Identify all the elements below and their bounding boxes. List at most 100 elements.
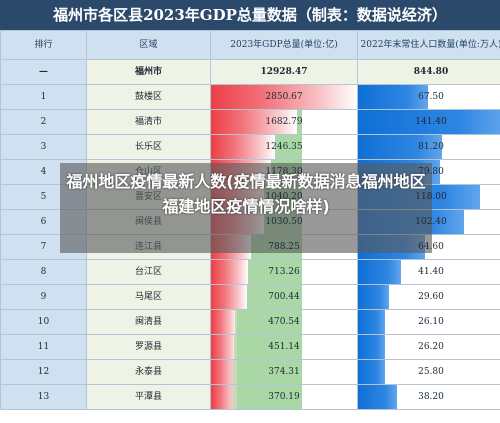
gdp-cell: 374.31: [210, 359, 358, 385]
gdp-value: 788.25: [268, 242, 300, 252]
gdp-value: 2850.67: [265, 92, 303, 102]
rank-header: 排行: [0, 30, 87, 60]
gdp-cell: 700.44: [210, 284, 358, 310]
rank-cell: 3: [0, 134, 87, 160]
gdp-value: 451.14: [268, 342, 300, 352]
gdp-cell: 1682.79: [210, 109, 358, 135]
gdp-bar: [211, 85, 357, 109]
population-bar: [358, 385, 397, 409]
gdp-bar-bg: [297, 110, 302, 134]
gdp-cell: 370.19: [210, 384, 358, 410]
area-cell: 长乐区: [86, 134, 211, 160]
table-row: 11 罗源县 451.14 26.20: [0, 334, 500, 360]
population-cell: 29.60: [357, 284, 500, 310]
table-row: 12 永泰县 374.31 25.80: [0, 359, 500, 385]
gdp-header: 2023年GDP总量(单位:亿): [210, 30, 358, 60]
table-title: 福州市各区县2023年GDP总量数据（制表：数据说经济）: [0, 0, 500, 30]
population-cell: 25.80: [357, 359, 500, 385]
gdp-value: 1246.35: [265, 142, 303, 152]
rank-cell: 10: [0, 309, 87, 335]
rank-cell: —: [0, 59, 87, 85]
table-row: 9 马尾区 700.44 29.60: [0, 284, 500, 310]
population-value: 79.80: [418, 167, 444, 177]
population-value: 25.80: [418, 367, 444, 377]
gdp-value: 374.31: [268, 367, 300, 377]
gdp-value: 1040.20: [265, 192, 303, 202]
population-value: 141.40: [415, 117, 447, 127]
gdp-bar-bg: [235, 310, 302, 334]
area-cell: 台江区: [86, 259, 211, 285]
gdp-cell: 12928.47: [210, 59, 358, 85]
rank-cell: 12: [0, 359, 87, 385]
gdp-value: 370.19: [268, 392, 300, 402]
area-cell: 永泰县: [86, 359, 211, 385]
population-value: 102.40: [415, 217, 447, 227]
gdp-bar: [211, 335, 237, 359]
population-cell: 67.50: [357, 84, 500, 110]
area-cell: 马尾区: [86, 284, 211, 310]
area-cell: 平潭县: [86, 384, 211, 410]
population-value: 844.80: [413, 67, 449, 77]
gdp-bar-bg: [230, 360, 302, 384]
population-value: 81.20: [418, 142, 444, 152]
area-cell: 福州市: [86, 59, 211, 85]
gdp-cell: 2850.67: [210, 84, 358, 110]
gdp-value: 470.54: [268, 317, 300, 327]
rank-cell: 8: [0, 259, 87, 285]
table-header-row: 排行 区域 2023年GDP总量(单位:亿) 2022年末常住人口数量(单位:万…: [0, 30, 500, 60]
table-row: 8 台江区 713.26 41.40: [0, 259, 500, 285]
area-cell: 罗源县: [86, 334, 211, 360]
gdp-cell: 1246.35: [210, 134, 358, 160]
area-header: 区域: [86, 30, 211, 60]
gdp-bar: [211, 110, 297, 134]
gdp-cell: 451.14: [210, 334, 358, 360]
population-cell: 844.80: [357, 59, 500, 85]
table-row: 2 福清市 1682.79 141.40: [0, 109, 500, 135]
population-cell: 81.20: [357, 134, 500, 160]
population-bar: [358, 310, 385, 334]
gdp-bar: [211, 135, 275, 159]
gdp-bar-bg: [248, 260, 302, 284]
area-cell: 鼓楼区: [86, 84, 211, 110]
population-bar: [358, 110, 500, 134]
gdp-value: 713.26: [268, 267, 300, 277]
population-value: 67.50: [418, 92, 444, 102]
population-value: 29.60: [418, 292, 444, 302]
gdp-bar: [211, 360, 237, 384]
population-value: 38.20: [418, 392, 444, 402]
gdp-value: 1682.79: [265, 117, 303, 127]
gdp-value: 12928.47: [260, 67, 308, 77]
gdp-bar: [211, 260, 248, 284]
population-bar: [358, 285, 389, 309]
population-bar: [358, 360, 385, 384]
gdp-bar-bg: [230, 385, 302, 409]
population-bar: [358, 260, 401, 284]
table-row: 10 闽清县 470.54 26.10: [0, 309, 500, 335]
table-row: 13 平潭县 370.19 38.20: [0, 384, 500, 410]
population-bar: [358, 135, 442, 159]
gdp-value: 1030.50: [265, 217, 303, 227]
watermark-overlay: 福州地区疫情最新人数(疫情最新数据消息福州地区福建地区疫情情况啥样): [60, 163, 432, 253]
gdp-bar: [211, 385, 237, 409]
gdp-bar-bg: [234, 335, 302, 359]
gdp-bar-bg: [275, 135, 302, 159]
gdp-bar: [211, 285, 247, 309]
area-cell: 闽清县: [86, 309, 211, 335]
population-value: 26.20: [418, 342, 444, 352]
rank-cell: 9: [0, 284, 87, 310]
population-cell: 26.10: [357, 309, 500, 335]
rank-cell: 11: [0, 334, 87, 360]
population-value: 26.10: [418, 317, 444, 327]
population-cell: 38.20: [357, 384, 500, 410]
gdp-cell: 470.54: [210, 309, 358, 335]
rank-cell: 2: [0, 109, 87, 135]
population-cell: 141.40: [357, 109, 500, 135]
population-header: 2022年末常住人口数量(单位:万人): [357, 30, 500, 60]
rank-cell: 13: [0, 384, 87, 410]
population-value: 41.40: [418, 267, 444, 277]
population-cell: 41.40: [357, 259, 500, 285]
population-cell: 26.20: [357, 334, 500, 360]
area-cell: 福清市: [86, 109, 211, 135]
table-row-total: — 福州市 12928.47 844.80: [0, 59, 500, 85]
gdp-value: 700.44: [268, 292, 300, 302]
